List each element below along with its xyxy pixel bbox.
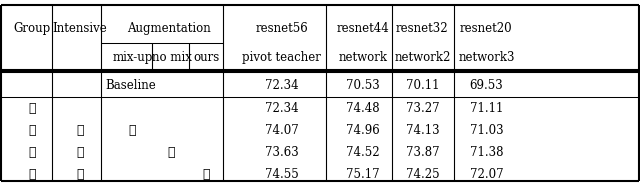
Text: resnet44: resnet44	[337, 22, 389, 35]
Text: pivot teacher: pivot teacher	[242, 51, 321, 64]
Text: 71.03: 71.03	[470, 124, 503, 137]
Text: ✓: ✓	[28, 124, 36, 137]
Text: 74.25: 74.25	[406, 168, 439, 181]
Text: ours: ours	[193, 51, 220, 64]
Text: 73.27: 73.27	[406, 102, 439, 115]
Text: Baseline: Baseline	[106, 79, 157, 92]
Text: ✓: ✓	[76, 146, 84, 159]
Text: resnet56: resnet56	[255, 22, 308, 35]
Text: ✓: ✓	[202, 168, 210, 181]
Text: ✓: ✓	[28, 146, 36, 159]
Text: 70.11: 70.11	[406, 79, 439, 92]
Text: 74.52: 74.52	[346, 146, 380, 159]
Text: 74.96: 74.96	[346, 124, 380, 137]
Text: 72.34: 72.34	[265, 102, 298, 115]
Text: ✓: ✓	[76, 168, 84, 181]
Text: 72.07: 72.07	[470, 168, 503, 181]
Text: Intensive: Intensive	[52, 22, 108, 35]
Text: network3: network3	[458, 51, 515, 64]
Text: network2: network2	[394, 51, 451, 64]
Text: 71.11: 71.11	[470, 102, 503, 115]
Text: 75.17: 75.17	[346, 168, 380, 181]
Text: mix-up: mix-up	[112, 51, 153, 64]
Text: resnet32: resnet32	[396, 22, 449, 35]
Text: ✓: ✓	[129, 124, 136, 137]
Text: 72.34: 72.34	[265, 79, 298, 92]
Text: 74.13: 74.13	[406, 124, 439, 137]
Text: 74.07: 74.07	[265, 124, 298, 137]
Text: no mix: no mix	[152, 51, 191, 64]
Text: 71.38: 71.38	[470, 146, 503, 159]
Text: Group: Group	[13, 22, 51, 35]
Text: 74.55: 74.55	[265, 168, 298, 181]
Text: resnet20: resnet20	[460, 22, 513, 35]
Text: 73.63: 73.63	[265, 146, 298, 159]
Text: 74.48: 74.48	[346, 102, 380, 115]
Text: network: network	[339, 51, 387, 64]
Text: ✓: ✓	[28, 168, 36, 181]
Text: ✓: ✓	[28, 102, 36, 115]
Text: ✓: ✓	[76, 124, 84, 137]
Text: 70.53: 70.53	[346, 79, 380, 92]
Text: Augmentation: Augmentation	[127, 22, 211, 35]
Text: ✓: ✓	[168, 146, 175, 159]
Text: 73.87: 73.87	[406, 146, 439, 159]
Text: 69.53: 69.53	[470, 79, 503, 92]
